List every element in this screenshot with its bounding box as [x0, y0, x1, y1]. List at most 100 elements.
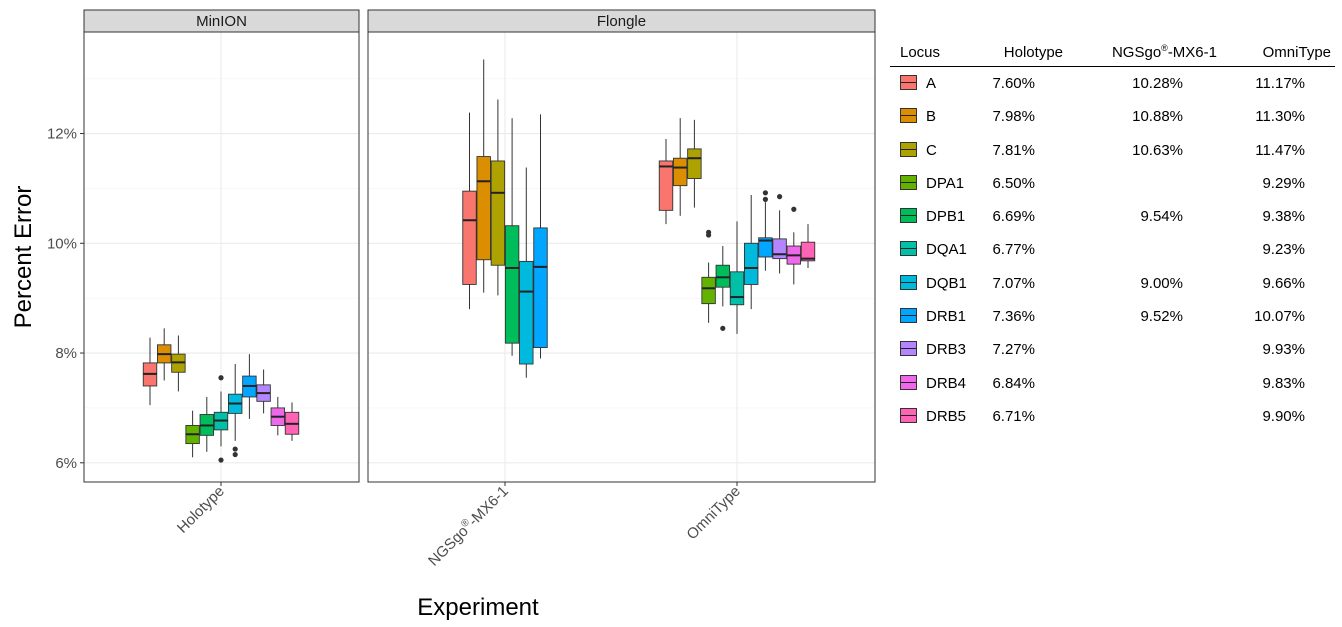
holotype-value: 6.50% [992, 174, 1035, 192]
legend-key [900, 75, 917, 90]
legend-row-dpb1: DPB1 6.69% 9.54% 9.38% [890, 200, 1335, 233]
box-body [504, 225, 520, 344]
box-body [490, 160, 506, 266]
y-tick-label: 10% [47, 235, 77, 252]
holotype-value: 6.69% [992, 208, 1035, 226]
box-drb1 [758, 190, 773, 271]
legend-key [900, 108, 917, 124]
omnitype-value: 9.23% [1262, 241, 1305, 259]
box-a [142, 337, 158, 406]
legend-key [900, 141, 917, 157]
x-tick-label: NGSgo®-MX6-1 [424, 482, 512, 570]
legend-row-dqb1: DQB1 7.07% 9.00% 9.66% [890, 267, 1335, 300]
legend-key [900, 341, 917, 357]
box-drb3 [256, 369, 271, 414]
box-dqa1 [729, 221, 745, 334]
header-holotype: Holotype [1003, 44, 1063, 61]
box-dpb1 [199, 396, 215, 452]
y-tick-label: 6% [55, 455, 77, 472]
holotype-value: 6.84% [992, 374, 1035, 392]
box-dpb1 [504, 118, 520, 356]
omnitype-value: 9.93% [1262, 341, 1305, 359]
omnitype-value: 10.07% [1254, 308, 1305, 326]
legend-row-a: A 7.60% 10.28% 11.17% [890, 67, 1335, 100]
header-ngsgo-prefix: NGSgo [1111, 44, 1162, 61]
legend-table: Locus Holotype NGSgo®-MX6-1 OmniType A 7.… [890, 40, 1335, 433]
outlier-point [762, 196, 769, 202]
legend-row-drb4: DRB4 6.84% 9.83% [890, 367, 1335, 400]
legend-locus-name: DRB1 [926, 308, 967, 326]
box-body [462, 190, 477, 285]
outlier-point [232, 451, 238, 458]
holotype-value: 7.60% [992, 75, 1035, 92]
panel-border [367, 31, 876, 483]
y-tick-label: 12% [47, 126, 77, 143]
legend-row-drb5: DRB5 6.71% 9.90% [890, 400, 1335, 433]
box-body [519, 260, 534, 365]
box-b [156, 328, 172, 381]
box-dqb1 [744, 194, 759, 310]
outlier-point [218, 457, 224, 463]
box-body [658, 160, 674, 211]
box-dqa1 [213, 375, 229, 463]
header-locus: Locus [900, 44, 941, 61]
box-dqb1 [519, 167, 534, 378]
box-c [490, 99, 506, 296]
x-tick-label: OmniType [683, 483, 743, 543]
legend-row-c: C 7.81% 10.63% 11.47% [890, 134, 1335, 167]
box-b [673, 118, 688, 216]
legend-row-b: B 7.98% 10.88% 11.30% [890, 100, 1335, 133]
panel-flongle: Flongle NGSgo®-MX6-1 OmniType [367, 9, 876, 570]
box-drb3 [772, 194, 787, 274]
legend-row-dqa1: DQA1 6.77% 9.23% [890, 233, 1335, 266]
x-tick-label: Holotype [174, 483, 228, 537]
holotype-value: 7.98% [992, 108, 1035, 126]
legend-key [900, 241, 917, 257]
header-ngsgo-suffix: -MX6-1 [1167, 44, 1217, 61]
omnitype-value: 9.90% [1262, 407, 1305, 425]
outlier-point [706, 229, 712, 235]
registered-mark: ® [1161, 43, 1168, 53]
facet-label: Flongle [597, 13, 646, 30]
omnitype-value: 9.38% [1262, 208, 1305, 226]
omnitype-value: 11.30% [1255, 108, 1305, 126]
outlier-point [777, 194, 783, 200]
facet-label: MinION [196, 13, 247, 30]
box-body [729, 271, 745, 306]
legend-key [900, 374, 917, 390]
box-body [758, 237, 773, 258]
box-drb4 [270, 396, 285, 436]
legend-locus-name: DQB1 [926, 274, 967, 292]
box-body [800, 241, 816, 262]
box-dpa1 [701, 229, 716, 323]
box-body [673, 157, 688, 187]
box-c [687, 119, 702, 208]
boxplot-chart: MinION Holotype Flongle NGSgo®-MX6-1 OmniTyp… [10, 9, 876, 621]
header-ngsgo: NGSgo®-MX6-1 [1112, 40, 1217, 66]
outlier-point [720, 325, 726, 331]
omnitype-value: 9.29% [1262, 174, 1305, 192]
legend-key [900, 174, 917, 190]
legend-locus-name: DRB3 [926, 341, 967, 359]
holotype-value: 6.71% [992, 407, 1035, 425]
legend-key [900, 274, 917, 290]
x-axis-label: Experiment [417, 594, 539, 621]
box-a [658, 139, 674, 225]
holotype-value: 7.27% [992, 341, 1035, 359]
ngsgo-value: 10.63% [1132, 141, 1183, 159]
box-body [701, 276, 716, 305]
holotype-value: 7.07% [992, 274, 1035, 292]
omnitype-value: 11.47% [1255, 141, 1305, 159]
legend-locus-name: B [926, 108, 937, 126]
box-dqb1 [227, 364, 243, 458]
box-body [715, 264, 730, 288]
box-a [462, 112, 477, 310]
legend-locus-name: DPB1 [926, 208, 966, 226]
panel-border [83, 31, 360, 483]
legend-key [900, 407, 917, 423]
legend-row-drb1: DRB1 7.36% 9.52% 10.07% [890, 300, 1335, 333]
legend-row-dpa1: DPA1 6.50% 9.29% [890, 167, 1335, 200]
holotype-value: 7.36% [992, 308, 1035, 326]
box-dpa1 [185, 410, 200, 458]
box-drb5 [800, 224, 816, 268]
